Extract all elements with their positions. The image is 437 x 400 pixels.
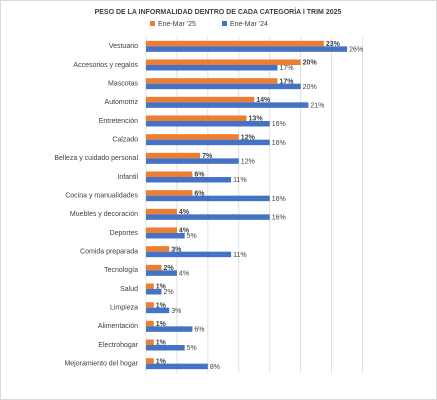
value-label: 6%	[194, 172, 205, 179]
value-label: 5%	[187, 345, 197, 352]
bar	[146, 320, 154, 327]
bar	[146, 326, 193, 332]
y-tick-label: Cocina y manualidades	[65, 193, 138, 200]
bar	[146, 40, 324, 47]
bar	[146, 134, 239, 140]
bar	[146, 195, 270, 202]
bar	[146, 59, 301, 65]
bar	[146, 121, 270, 127]
value-label: 3%	[171, 308, 181, 315]
value-label: 12%	[241, 134, 256, 141]
bar	[146, 190, 193, 196]
y-tick-label: Alimentación	[98, 323, 138, 330]
value-label: 1%	[156, 321, 167, 328]
bar	[146, 158, 239, 164]
bar	[146, 177, 232, 183]
y-tick-label: Limpieza	[110, 305, 138, 312]
bar	[146, 78, 278, 84]
bar	[146, 233, 185, 239]
bar	[146, 96, 255, 103]
y-tick-label: Mejoramiento del hogar	[64, 361, 138, 368]
value-label: 11%	[233, 177, 247, 184]
bar	[146, 307, 170, 314]
y-tick-label: Salud	[120, 286, 138, 293]
y-tick-label: Entretención	[99, 118, 138, 125]
chart-title: PESO DE LA INFORMALIDAD DENTRO DE CADA C…	[95, 7, 342, 16]
value-label: 6%	[194, 326, 204, 333]
bar	[146, 302, 154, 308]
value-label: 16%	[272, 140, 286, 147]
value-label: 12%	[241, 158, 255, 165]
bar	[146, 102, 309, 108]
bar	[146, 358, 154, 364]
value-label: 21%	[310, 102, 324, 109]
y-tick-label: Tecnología	[104, 267, 138, 274]
bar	[146, 283, 154, 289]
value-label: 4%	[179, 228, 190, 235]
y-tick-label: Mascotas	[108, 81, 138, 88]
value-label: 7%	[202, 153, 213, 160]
y-tick-label: Calzado	[112, 137, 138, 144]
value-label: 1%	[156, 284, 167, 291]
y-tick-label: Belleza y cuidado personal	[54, 155, 138, 162]
y-tick-label: Accesorios y regalos	[73, 62, 138, 69]
bar	[146, 46, 348, 52]
y-tick-label: Vestuario	[109, 43, 138, 50]
value-label: 17%	[279, 65, 293, 72]
y-tick-label: Muebles y decoración	[70, 211, 138, 218]
bar	[146, 83, 301, 90]
value-label: 3%	[171, 246, 182, 253]
y-tick-label: Electrohogar	[98, 342, 138, 349]
value-label: 14%	[256, 97, 271, 104]
value-label: 16%	[272, 121, 286, 128]
legend-swatch	[222, 21, 227, 26]
bar	[146, 289, 162, 295]
bar	[146, 339, 154, 345]
y-tick-label: Comida preparada	[80, 249, 138, 256]
bar	[146, 345, 185, 351]
value-label: 2%	[163, 289, 173, 296]
value-label: 11%	[233, 252, 247, 259]
legend-swatch	[150, 21, 155, 26]
value-label: 16%	[272, 196, 286, 203]
bar	[146, 65, 278, 71]
value-label: 20%	[303, 60, 318, 67]
value-label: 23%	[326, 41, 341, 48]
value-label: 1%	[156, 302, 167, 309]
bar	[146, 264, 162, 271]
bar	[146, 363, 208, 370]
value-label: 1%	[156, 340, 167, 347]
value-label: 4%	[179, 209, 190, 216]
value-label: 4%	[179, 270, 189, 277]
legend-label: Ene-Mar '25	[158, 21, 196, 28]
y-tick-label: Deportes	[110, 230, 139, 237]
y-tick-label: Infantil	[117, 174, 138, 181]
value-label: 1%	[156, 358, 167, 365]
bar	[146, 227, 177, 233]
bar	[146, 152, 201, 159]
value-label: 16%	[272, 214, 286, 221]
value-label: 26%	[349, 46, 363, 53]
value-label: 8%	[210, 364, 220, 371]
bar	[146, 214, 270, 220]
value-label: 5%	[187, 233, 197, 240]
value-label: 6%	[194, 190, 205, 197]
bar	[146, 246, 170, 252]
value-label: 20%	[303, 84, 317, 91]
bar	[146, 270, 177, 276]
y-tick-label: Automotriz	[105, 99, 139, 106]
value-label: 17%	[279, 78, 294, 85]
bar	[146, 115, 247, 121]
legend-label: Ene-Mar '24	[230, 21, 268, 28]
value-label: 2%	[163, 265, 174, 272]
value-label: 13%	[249, 116, 264, 123]
bar	[146, 208, 177, 215]
bar	[146, 171, 193, 177]
bar	[146, 139, 270, 146]
bar	[146, 251, 232, 258]
